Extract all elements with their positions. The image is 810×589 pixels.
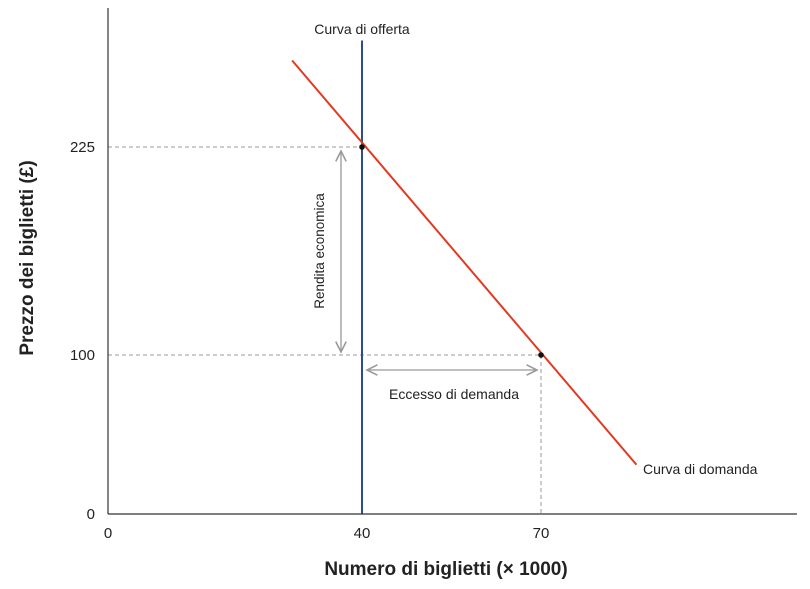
- x-tick-label: 40: [354, 525, 371, 542]
- y-tick-label: 225: [70, 139, 95, 156]
- y-axis-label: Prezzo dei biglietti (£): [17, 160, 38, 355]
- economic-rent-label: Rendita economica: [312, 193, 327, 309]
- x-axis-label: Numero di biglietti (× 1000): [324, 559, 567, 580]
- intersection-point: [538, 352, 544, 358]
- y-tick-label: 100: [70, 347, 95, 364]
- x-tick-label: 70: [533, 525, 550, 542]
- y-tick-label: 0: [87, 506, 95, 523]
- intersection-point: [359, 144, 365, 150]
- excess-demand-label: Eccesso di demanda: [389, 386, 519, 402]
- demand-curve-label: Curva di domanda: [643, 461, 758, 477]
- demand-curve: [291, 59, 638, 466]
- x-tick-label: 0: [104, 525, 112, 542]
- supply-curve-label: Curva di offerta: [314, 21, 410, 37]
